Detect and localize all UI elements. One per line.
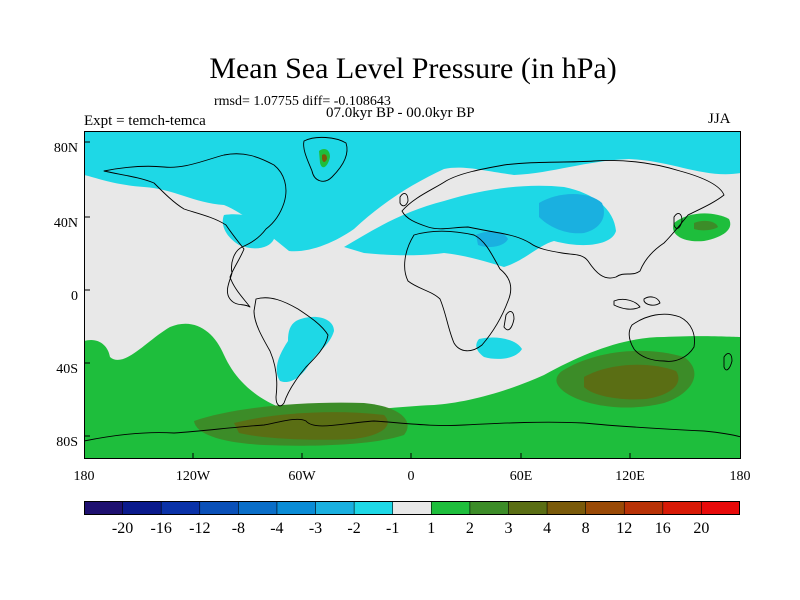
negative-anomaly-pacific: [222, 214, 274, 249]
colorbar-label: 1: [427, 520, 436, 537]
colorbar-label: 16: [654, 520, 671, 537]
coast-uk: [399, 193, 409, 207]
colorbar-label: -4: [270, 520, 284, 537]
colorbar-swatch: [546, 501, 587, 515]
lon-label-180e: 180: [729, 469, 751, 484]
lat-label-80s: 80S: [56, 435, 78, 450]
colorbar-swatch: [353, 501, 394, 515]
colorbar-swatch: [508, 501, 548, 515]
colorbar-swatch: [122, 501, 162, 515]
colorbar-swatch: [84, 501, 124, 515]
map-fields: [84, 131, 741, 459]
coast-greenland: [303, 136, 348, 182]
coast-indonesia: [613, 296, 661, 310]
chart-title: Mean Sea Level Pressure (in hPa): [209, 52, 617, 85]
lon-label-60w: 60W: [288, 469, 316, 484]
colorbar-swatch: [623, 501, 664, 515]
negative-anomaly-south-america: [276, 316, 334, 383]
lon-label-0: 0: [407, 469, 415, 484]
coast-africa: [404, 230, 512, 352]
colorbar-swatch: [392, 501, 433, 515]
lat-label-40s: 40S: [56, 362, 78, 377]
colorbar-frame: [84, 501, 740, 515]
colorbar-label: -2: [347, 520, 361, 537]
coast-europe-asia: [401, 160, 725, 279]
period-label: 07.0kyr BP - 00.0kyr BP: [326, 105, 475, 121]
map-ticks: [84, 141, 631, 459]
map-frame: [84, 131, 741, 459]
colorbar-label: 20: [693, 520, 710, 537]
experiment-label: Expt = temch-temca: [84, 113, 206, 129]
colorbar-label: 4: [543, 520, 552, 537]
negative-anomaly-arctic: [84, 131, 741, 252]
lon-label-120w: 120W: [175, 469, 211, 484]
colorbar-label: -3: [308, 520, 323, 537]
coast-antarctica: [84, 418, 741, 442]
colorbar-label: 12: [616, 520, 633, 537]
coastlines: [84, 136, 741, 442]
pressure-map: [84, 131, 741, 459]
colorbar-swatch: [585, 501, 626, 515]
colorbar-swatch: [315, 501, 355, 515]
negative-anomaly-indian-ocean: [476, 337, 522, 359]
colorbar-swatch: [430, 501, 471, 515]
colorbar-swatch: [238, 501, 278, 515]
coast-japan: [673, 213, 683, 229]
colorbar-label: -16: [150, 520, 172, 537]
colorbar-label: -12: [189, 520, 211, 537]
season-label: JJA: [708, 111, 731, 127]
lon-label-60e: 60E: [509, 469, 533, 484]
stats-readout: rmsd= 1.07755 diff= -0.108643: [214, 94, 391, 109]
lat-label-80n: 80N: [53, 141, 78, 156]
negative-anomaly-core: [539, 194, 604, 234]
colorbar-label: -8: [231, 520, 246, 537]
lat-label-40n: 40N: [53, 216, 78, 231]
colorbar-label: 3: [504, 520, 513, 537]
colorbar-swatch: [662, 501, 703, 515]
coast-australia: [628, 313, 695, 362]
colorbar-swatch: [469, 501, 510, 515]
lat-label-0: 0: [71, 289, 78, 304]
colorbar: [84, 501, 740, 515]
coast-new-zealand: [723, 353, 733, 371]
lon-label-120e: 120E: [615, 469, 645, 484]
colorbar-label: -20: [111, 520, 134, 537]
coast-madagascar: [503, 311, 515, 331]
colorbar-swatch: [199, 501, 240, 515]
colorbar-swatch: [160, 501, 201, 515]
positive-anomaly-indian-core: [584, 364, 679, 400]
colorbar-swatch: [701, 501, 740, 515]
colorbar-label: 8: [581, 520, 590, 537]
colorbar-label: -1: [386, 520, 400, 537]
positive-anomaly-atlantic-core: [234, 412, 388, 440]
colorbar-label: 2: [465, 520, 474, 537]
coast-south-america: [253, 297, 329, 407]
positive-anomaly-north-pacific-core: [694, 220, 718, 231]
colorbar-swatch: [276, 501, 317, 515]
coast-north-america: [103, 153, 287, 308]
lon-label-180w: 180: [73, 469, 95, 484]
greenland-spot-2: [322, 154, 327, 162]
